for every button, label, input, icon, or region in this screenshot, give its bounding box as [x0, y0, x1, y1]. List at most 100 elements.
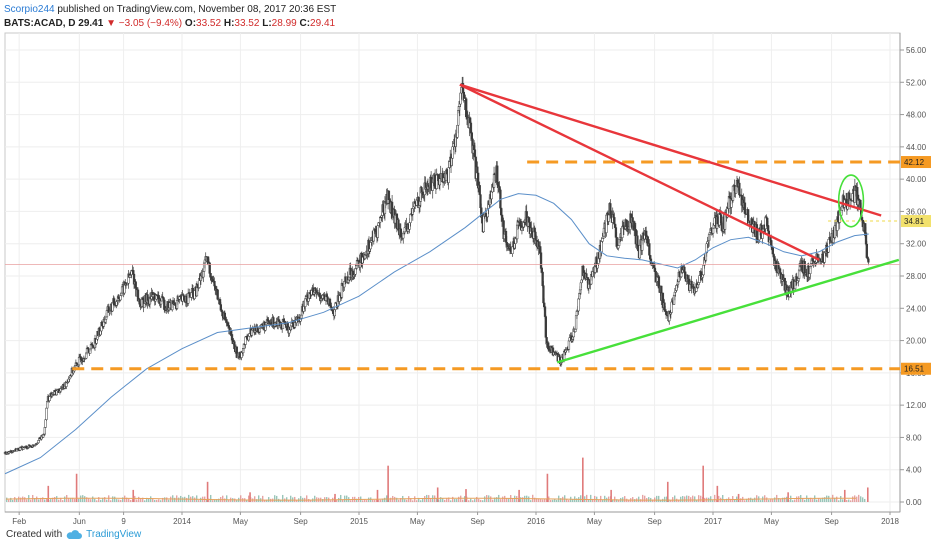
volume-bar — [668, 499, 670, 502]
volume-bar — [294, 496, 296, 502]
y-tick-label: 24.00 — [906, 304, 927, 313]
candle-body — [743, 202, 747, 214]
volume-bar — [588, 499, 590, 502]
volume-bar — [644, 495, 646, 502]
candle-body — [478, 185, 481, 195]
volume-spike — [436, 487, 439, 502]
volume-bar — [88, 498, 90, 502]
volume-bar — [340, 494, 342, 502]
x-tick-label: Feb — [12, 517, 26, 526]
volume-bar — [68, 497, 70, 502]
high-value: 33.52 — [234, 18, 260, 29]
volume-bar — [692, 495, 694, 502]
volume-bar — [604, 495, 606, 502]
symbol-label[interactable]: BATS:ACAD, D — [4, 18, 76, 29]
volume-bar — [782, 497, 784, 502]
volume-bar — [786, 496, 788, 502]
volume-bar — [258, 495, 260, 502]
volume-bar — [12, 499, 14, 502]
volume-bar — [512, 498, 514, 502]
volume-bar — [766, 497, 768, 502]
volume-bar — [410, 498, 412, 502]
volume-bar — [616, 499, 618, 502]
volume-bar — [394, 496, 396, 502]
candle-body — [617, 245, 620, 249]
volume-bar — [472, 500, 474, 502]
volume-bar — [436, 498, 438, 502]
volume-bar — [158, 499, 160, 502]
volume-bar — [166, 497, 168, 502]
volume-bar — [342, 499, 344, 502]
volume-bar — [378, 499, 380, 502]
volume-bar — [102, 497, 104, 502]
volume-bar — [462, 499, 464, 502]
volume-spike — [47, 485, 50, 502]
volume-bar — [858, 494, 860, 502]
candle-body — [577, 298, 580, 312]
volume-bar — [796, 496, 798, 502]
volume-bar — [112, 496, 114, 502]
x-tick-label: May — [410, 517, 425, 526]
volume-bar — [846, 499, 848, 502]
volume-bar — [296, 499, 298, 502]
volume-bar — [456, 499, 458, 502]
y-tick-label: 48.00 — [906, 111, 927, 120]
volume-bar — [438, 499, 440, 502]
volume-bar — [80, 495, 82, 502]
volume-bar — [54, 496, 56, 502]
volume-bar — [710, 496, 712, 502]
created-with-label: Created with — [6, 529, 63, 540]
volume-bar — [468, 500, 470, 502]
volume-bar — [538, 498, 540, 502]
volume-bar — [694, 496, 696, 502]
tradingview-brand[interactable]: TradingView — [86, 529, 142, 540]
volume-bar — [336, 499, 338, 502]
volume-spike — [610, 489, 612, 502]
x-tick-label: Sep — [647, 517, 662, 526]
x-tick-label: May — [587, 517, 602, 526]
volume-bar — [246, 499, 248, 502]
volume-bar — [818, 498, 820, 502]
volume-bar — [598, 499, 600, 502]
volume-bar — [700, 495, 702, 502]
volume-bar — [276, 495, 278, 502]
volume-bar — [150, 496, 152, 502]
volume-bar — [198, 500, 200, 502]
volume-bar — [500, 499, 502, 502]
y-tick-label: 52.00 — [906, 78, 927, 87]
volume-bar — [314, 495, 316, 502]
volume-bar — [268, 497, 270, 502]
volume-bar — [142, 497, 144, 502]
volume-bar — [862, 497, 864, 502]
level-label: 42.12 — [904, 158, 925, 167]
volume-bar — [390, 497, 392, 502]
volume-bar — [128, 498, 130, 502]
volume-bar — [490, 496, 492, 502]
volume-bar — [830, 499, 832, 502]
volume-bar — [494, 497, 496, 502]
x-tick-label: Sep — [824, 517, 839, 526]
volume-bar — [454, 499, 456, 502]
volume-bar — [56, 496, 58, 502]
volume-bar — [568, 500, 570, 502]
volume-bar — [506, 498, 508, 502]
volume-bar — [850, 500, 852, 502]
volume-bar — [608, 496, 610, 502]
candle-body — [43, 427, 46, 435]
volume-bar — [842, 499, 844, 502]
candle-body — [304, 298, 307, 307]
y-tick-label: 8.00 — [906, 433, 922, 442]
volume-bar — [714, 494, 716, 502]
volume-bar — [638, 496, 640, 502]
volume-spike — [787, 492, 789, 502]
volume-bar — [476, 496, 478, 502]
volume-bar — [310, 500, 312, 502]
volume-bar — [228, 499, 230, 502]
candle-body — [42, 434, 45, 438]
volume-spike — [702, 465, 704, 502]
volume-bar — [418, 497, 420, 502]
volume-bar — [366, 500, 368, 502]
volume-spike — [737, 493, 740, 502]
author-link[interactable]: Scorpio244 — [4, 4, 55, 15]
